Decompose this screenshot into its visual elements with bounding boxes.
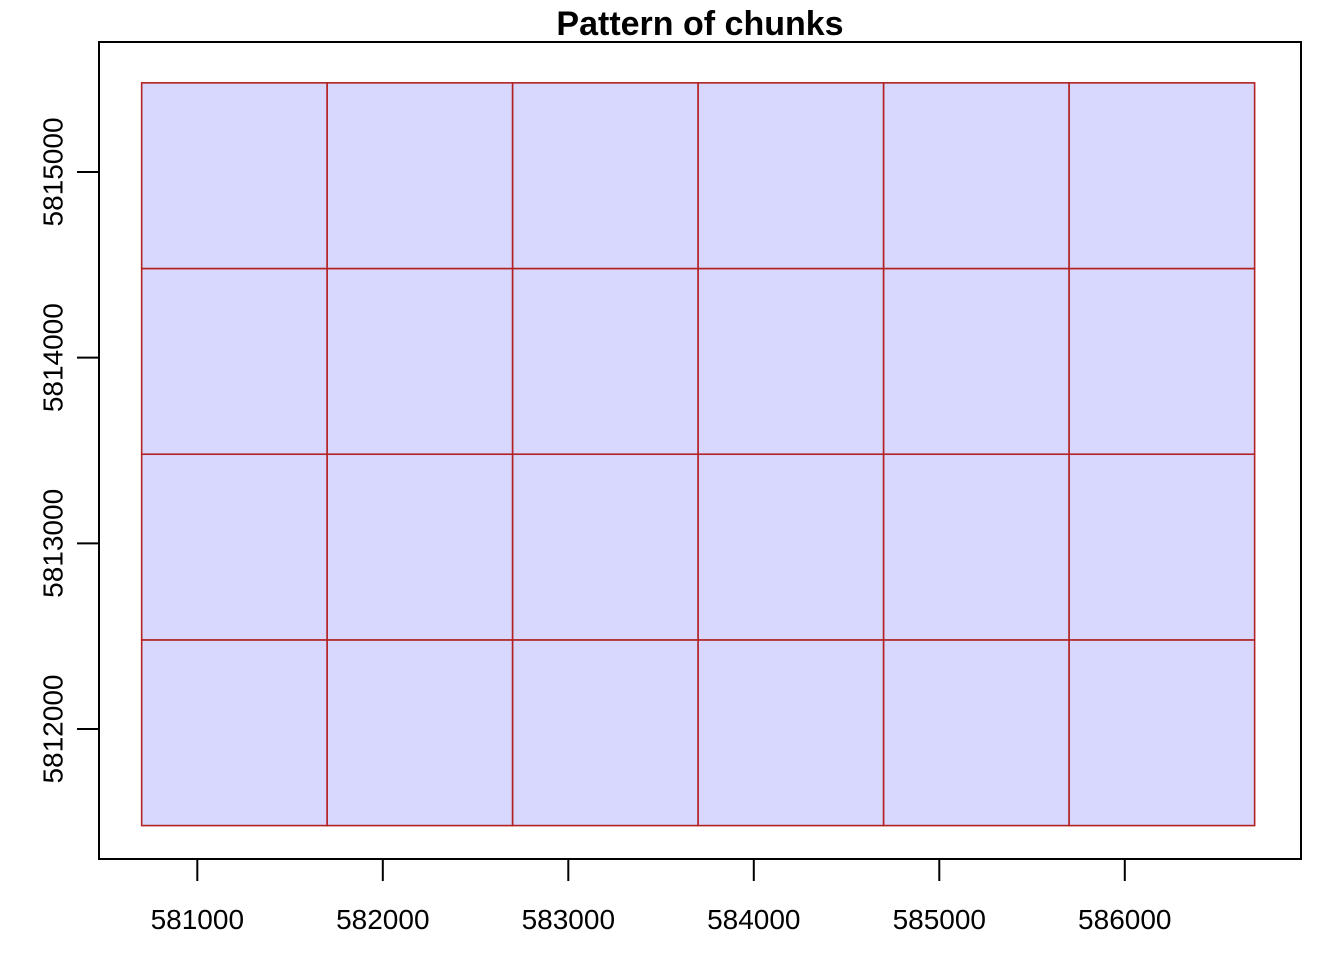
x-tick-label: 582000 <box>336 904 429 935</box>
chunk-tile <box>511 82 699 270</box>
y-tick-label: 5812000 <box>37 675 68 784</box>
chunk-tile <box>1068 453 1256 641</box>
chunk-tile <box>882 82 1070 270</box>
chunk-tile <box>1068 82 1256 270</box>
chunk-grid <box>140 82 1256 827</box>
chart-title: Pattern of chunks <box>556 5 843 43</box>
chunk-tile <box>882 639 1070 827</box>
chunk-tile <box>1068 267 1256 456</box>
chunk-tile <box>697 453 885 641</box>
x-tick-label: 586000 <box>1078 904 1171 935</box>
y-tick-label: 5813000 <box>37 489 68 598</box>
y-axis: 5812000 5813000 5814000 5815000 <box>37 117 100 784</box>
chunk-tile <box>1068 639 1256 827</box>
chunk-tile <box>326 639 514 827</box>
chunk-tile <box>326 267 514 456</box>
chunk-tile <box>697 82 885 270</box>
chunk-tile <box>140 639 328 827</box>
x-axis: 581000 582000 583000 584000 585000 586000 <box>151 858 1171 935</box>
x-tick-label: 581000 <box>151 904 244 935</box>
chunk-tile <box>140 453 328 641</box>
chunk-tile <box>511 453 699 641</box>
y-tick-label: 5814000 <box>37 303 68 412</box>
chunk-tile <box>140 267 328 456</box>
chunk-tile <box>882 453 1070 641</box>
x-tick-label: 585000 <box>893 904 986 935</box>
x-tick-label: 584000 <box>707 904 800 935</box>
chunk-tile <box>326 82 514 270</box>
chunk-tile <box>697 267 885 456</box>
chunk-tile <box>511 639 699 827</box>
chunk-tile <box>511 267 699 456</box>
x-tick-label: 583000 <box>522 904 615 935</box>
chunk-tile <box>697 639 885 827</box>
chunk-tile <box>326 453 514 641</box>
chunk-tile <box>140 82 328 270</box>
y-tick-label: 5815000 <box>37 117 68 226</box>
chunk-tile <box>882 267 1070 456</box>
